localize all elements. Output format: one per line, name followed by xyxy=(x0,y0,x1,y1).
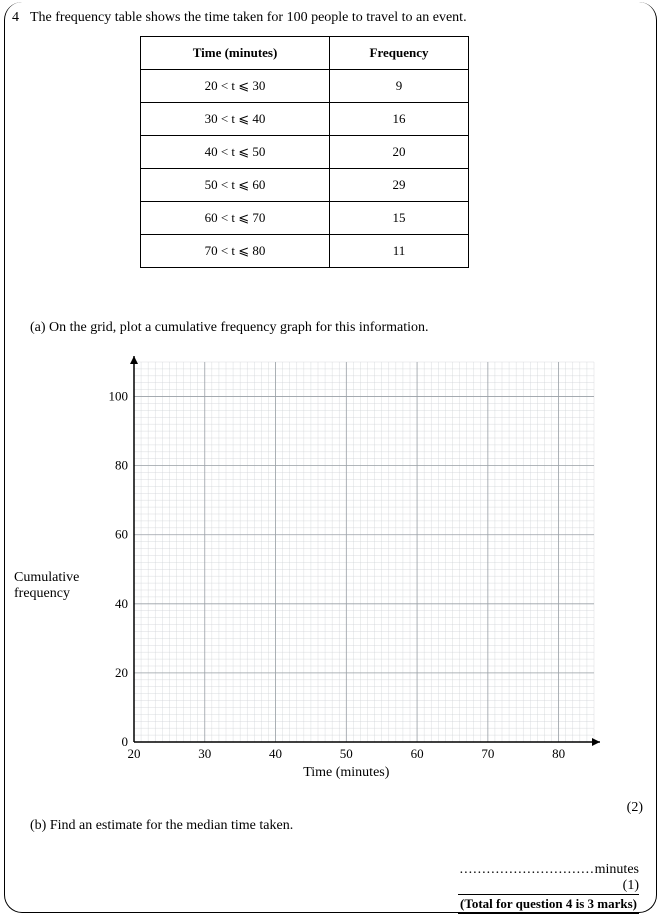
cell-time: 50 < t ⩽ 60 xyxy=(141,169,330,202)
svg-text:50: 50 xyxy=(340,746,353,761)
cell-frequency: 20 xyxy=(330,136,469,169)
cell-frequency: 9 xyxy=(330,70,469,103)
answer-blank: ..............................minutes xyxy=(460,862,639,878)
col-header-time: Time (minutes) xyxy=(141,37,330,70)
svg-text:60: 60 xyxy=(115,527,128,542)
table-row: 50 < t ⩽ 6029 xyxy=(141,169,469,202)
svg-text:30: 30 xyxy=(198,746,211,761)
marks-part-b: (1) xyxy=(623,878,639,894)
cell-time: 60 < t ⩽ 70 xyxy=(141,202,330,235)
svg-text:0: 0 xyxy=(122,734,129,749)
table-header-row: Time (minutes) Frequency xyxy=(141,37,469,70)
cell-time: 70 < t ⩽ 80 xyxy=(141,235,330,268)
svg-text:70: 70 xyxy=(481,746,494,761)
table-row: 40 < t ⩽ 5020 xyxy=(141,136,469,169)
answer-unit: minutes xyxy=(595,862,639,877)
svg-text:60: 60 xyxy=(411,746,424,761)
svg-text:80: 80 xyxy=(115,458,128,473)
part-a-text: (a) On the grid, plot a cumulative frequ… xyxy=(30,320,429,336)
table-row: 30 < t ⩽ 4016 xyxy=(141,103,469,136)
svg-text:40: 40 xyxy=(269,746,282,761)
frequency-table: Time (minutes) Frequency 20 < t ⩽ 30930 … xyxy=(140,36,469,268)
cell-frequency: 16 xyxy=(330,103,469,136)
cell-frequency: 29 xyxy=(330,169,469,202)
svg-text:20: 20 xyxy=(115,665,128,680)
svg-text:100: 100 xyxy=(109,389,129,404)
table-row: 60 < t ⩽ 7015 xyxy=(141,202,469,235)
svg-text:80: 80 xyxy=(552,746,565,761)
svg-text:20: 20 xyxy=(128,746,141,761)
col-header-frequency: Frequency xyxy=(330,37,469,70)
question-prompt: The frequency table shows the time taken… xyxy=(30,10,467,26)
cell-frequency: 11 xyxy=(330,235,469,268)
svg-text:Time (minutes): Time (minutes) xyxy=(303,765,390,780)
grid-chart: 20304050607080020406080100Time (minutes) xyxy=(54,352,614,792)
cell-frequency: 15 xyxy=(330,202,469,235)
answer-dots: .............................. xyxy=(460,862,595,877)
question-number: 4 xyxy=(12,10,19,26)
marks-part-a: (2) xyxy=(627,800,643,816)
cell-time: 40 < t ⩽ 50 xyxy=(141,136,330,169)
svg-text:40: 40 xyxy=(115,596,128,611)
table-row: 70 < t ⩽ 8011 xyxy=(141,235,469,268)
table-row: 20 < t ⩽ 309 xyxy=(141,70,469,103)
total-marks: (Total for question 4 is 3 marks) xyxy=(458,894,639,914)
part-b-text: (b) Find an estimate for the median time… xyxy=(30,818,293,834)
frequency-table-body: 20 < t ⩽ 30930 < t ⩽ 401640 < t ⩽ 502050… xyxy=(141,70,469,268)
cell-time: 30 < t ⩽ 40 xyxy=(141,103,330,136)
chart-area: 20304050607080020406080100Time (minutes) xyxy=(54,352,614,792)
cell-time: 20 < t ⩽ 30 xyxy=(141,70,330,103)
exam-page: 4 The frequency table shows the time tak… xyxy=(0,0,667,919)
